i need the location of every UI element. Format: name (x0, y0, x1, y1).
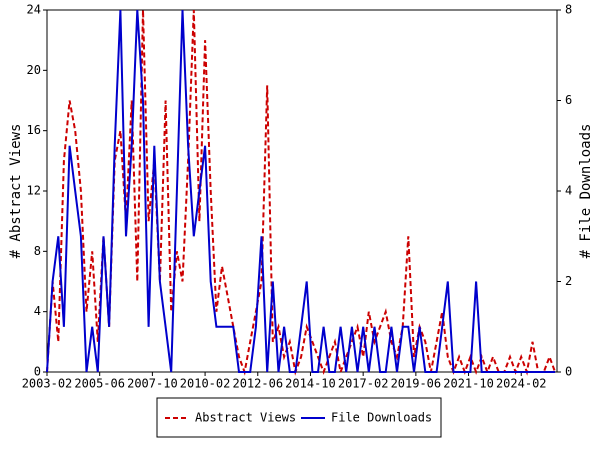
y2-tick-label: 8 (565, 3, 572, 17)
y2-tick-label: 2 (565, 274, 572, 288)
x-tick-label: 2003-02 (22, 377, 73, 391)
legend-label: File Downloads (331, 411, 432, 425)
y2-tick-label: 0 (565, 365, 572, 379)
x-tick-label: 2024-02 (496, 377, 547, 391)
y-tick-label: 16 (27, 123, 41, 137)
y2-axis-title: # File Downloads (578, 124, 594, 259)
x-tick-label: 2010-02 (180, 377, 231, 391)
x-tick-label: 2012-06 (232, 377, 283, 391)
legend-box (156, 397, 442, 438)
x-tick-label: 2005-06 (74, 377, 125, 391)
x-tick-label: 2019-06 (391, 377, 442, 391)
x-tick-label: 2007-10 (127, 377, 178, 391)
x-tick-label: 2021-10 (443, 377, 494, 391)
y-tick-label: 0 (34, 365, 41, 379)
y-tick-label: 8 (34, 244, 41, 258)
x-tick-label: 2017-02 (338, 377, 389, 391)
x-tick-label: 2014-10 (285, 377, 336, 391)
y-tick-label: 12 (27, 184, 41, 198)
legend-label: Abstract Views (195, 411, 296, 425)
y-tick-label: 20 (27, 63, 41, 77)
series-line (46, 9, 556, 373)
y-axis-title: # Abstract Views (8, 124, 24, 259)
y2-tick-label: 6 (565, 93, 572, 107)
y-tick-label: 4 (34, 304, 41, 318)
y-tick-label: 24 (27, 3, 41, 17)
y2-tick-label: 4 (565, 184, 572, 198)
